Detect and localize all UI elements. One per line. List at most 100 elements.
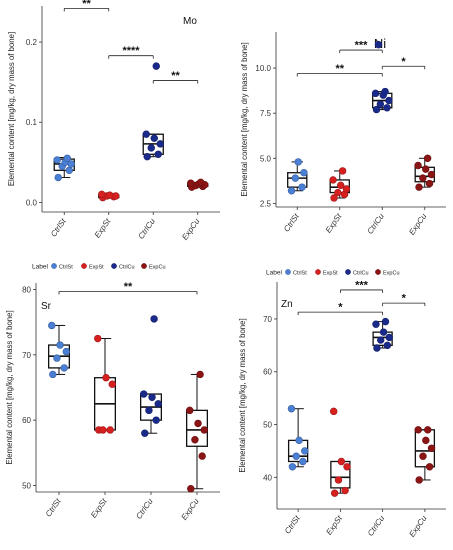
y-axis-label: Elemental content [mg/kg, dry mass of bo… [240,42,249,196]
y-axis-label: Elemental content [mg/kg, dry mass of bo… [7,32,16,186]
data-point [414,426,422,434]
data-point [329,176,337,184]
y-axis-label: Elemental content [mg/kg, dry mass of bo… [5,310,14,464]
data-point [415,476,423,484]
data-point [156,140,164,148]
data-point [372,105,381,114]
data-point [330,407,338,416]
data-point [191,436,199,444]
box-ctrlcu [139,315,162,437]
significance-bracket: * [382,293,426,307]
data-point [154,150,162,158]
legend-swatch-ctrlst [285,269,291,275]
data-point [298,183,306,191]
data-point [373,344,381,352]
y-tick-label: 0.1 [26,118,38,127]
significance-label: ** [82,0,91,10]
data-point [140,390,148,398]
x-tick-label-ctrlst: CtrlSt [283,513,302,535]
data-point [385,96,393,105]
legend-swatch-expst [81,263,87,269]
data-point [150,315,158,323]
y-tick-label: 60 [22,416,31,425]
data-point [287,404,296,413]
x-tick-label-expcu: ExpCu [407,514,428,539]
x-tick-label-ctrlcu: CtrlCu [366,514,387,538]
significance-bracket: * [381,56,426,70]
data-point [334,476,343,484]
data-point [385,333,393,342]
data-point [419,452,427,460]
x-tick-label-expcu: ExpCu [179,497,200,522]
y-tick-label: 40 [263,473,272,482]
data-point [427,170,436,179]
box-ctrlst [287,404,309,471]
significance-label: *** [355,279,369,291]
significance-bracket: *** [339,40,383,54]
legend-swatch-expcu [375,269,381,275]
significance-label: * [402,293,407,305]
significance-label: ** [335,63,344,75]
data-point [63,154,71,162]
data-point [65,166,73,175]
legend-swatch-expst [315,269,321,275]
data-point [371,89,380,98]
y-tick-label: 70 [263,315,272,324]
y-tick-label: 50 [22,481,31,490]
data-point [301,447,309,455]
significance-bracket: ** [152,70,199,84]
x-tick-label-ctrlst: CtrlSt [44,496,63,518]
box-expst [329,167,351,202]
data-point [186,406,194,415]
data-point [145,406,153,415]
y-tick-label: 80 [22,286,31,295]
x-tick-label-ctrlst: CtrlSt [49,216,68,238]
panel-title: Zn [281,299,293,310]
x-tick-label-expst: ExpSt [89,496,109,519]
data-point [53,354,61,362]
box-ctrlcu [142,62,164,161]
box-expst [330,407,351,497]
x-tick-label-ctrlcu: CtrlCu [366,212,387,236]
significance-bracket: ** [58,281,198,295]
significance-label: *** [355,40,369,52]
panel-mo: 0.0 0.1 0.2 Elemental content [mg/kg, dry m… [7,0,220,271]
data-point [415,183,423,191]
legend-swatch-ctrlst [51,263,57,269]
data-point [98,190,106,199]
box-expcu [414,154,436,191]
y-tick-label: 60 [263,368,272,377]
data-point [334,188,342,197]
legend-title: Label [266,270,282,277]
panel-title: Mo [183,16,197,27]
box-expcu [414,426,436,484]
data-point [337,457,346,466]
y-tick-label: 2.5 [260,199,272,208]
y-axis-label: Elemental content [mg/kg, dry mass of bo… [238,318,247,472]
data-point [152,62,160,70]
data-point [337,181,345,190]
y-tick-label: 10.0 [255,64,271,73]
data-point [54,173,62,182]
legend-label-expst: ExpSt [89,264,104,270]
data-point [372,320,380,328]
data-point [419,174,427,182]
legend-label-ctrlst: CtrlSt [293,270,307,276]
data-point [56,341,64,349]
y-tick-label: 5.0 [260,154,272,163]
data-point [150,134,158,142]
data-point [60,364,68,372]
data-point [341,486,349,495]
data-point [414,161,422,170]
data-point [200,426,208,434]
data-point [299,457,307,466]
data-point [330,489,339,497]
data-point [423,154,432,162]
x-tick-label-ctrlcu: CtrlCu [134,497,155,521]
significance-label: **** [122,45,140,57]
box-ctrlcu [372,317,393,352]
significance-bracket: ** [296,63,383,77]
panel-zn: 40 50 60 70 Elemental content [mg/kg, dry ma… [238,279,446,539]
data-point [422,165,430,173]
